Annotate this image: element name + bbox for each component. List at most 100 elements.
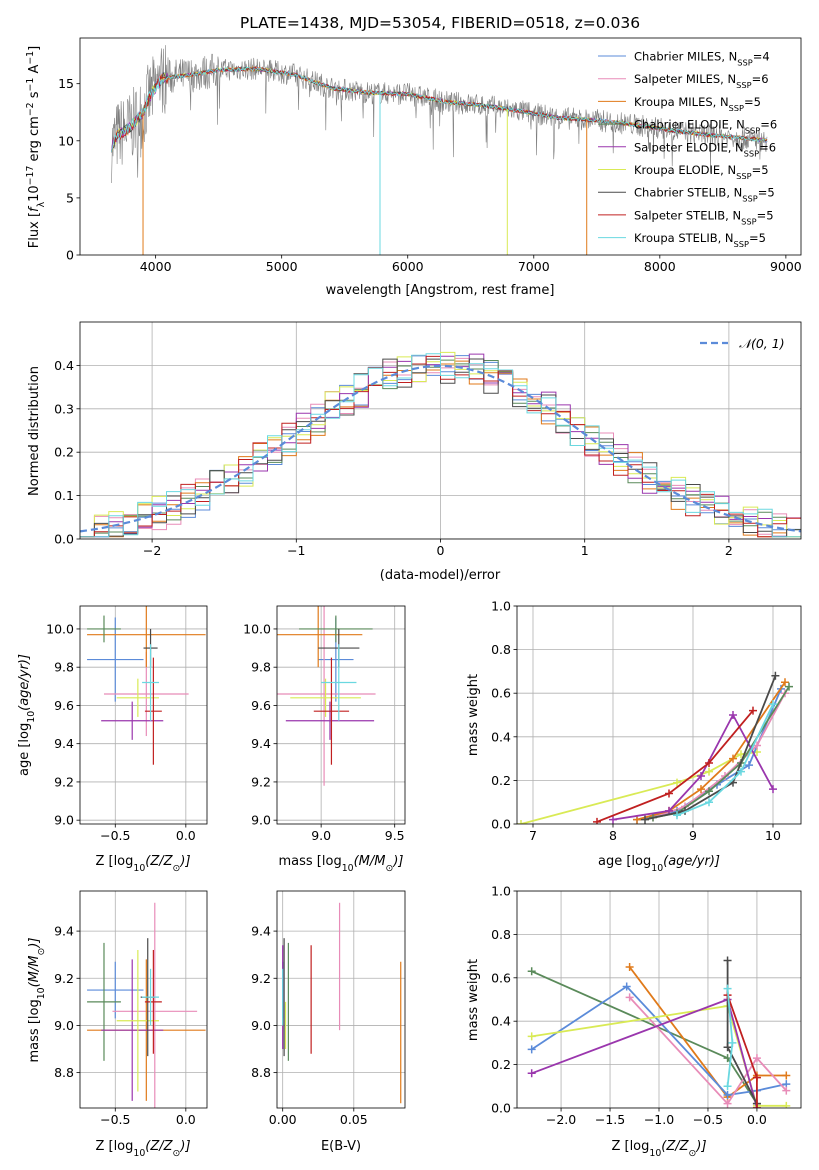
histogram-ytick-label: 0.2 xyxy=(54,445,74,460)
age_vs_mass-ytick-label: 9.4 xyxy=(251,736,271,751)
mass_vs_Z-x-axis-label: Z [log10(Z/Z⊙)] xyxy=(95,1139,190,1159)
spectrum-xtick-label: 9000 xyxy=(770,259,802,274)
age_vs_mass-plot-area xyxy=(277,606,405,824)
series-marker-kroupa-miles xyxy=(729,754,737,763)
mass-vs-metallicity-panel: −0.5 0.0 8.8 9.0 9.2 9.4 Z [log10(Z/Z⊙)] mass [… xyxy=(27,890,208,1159)
age_vs_mass-ytick-label: 9.8 xyxy=(251,660,271,675)
series-marker-chabrier-miles xyxy=(622,982,631,991)
series-marker-chabrier-stelib xyxy=(771,671,780,680)
mass_vs_EBV-ytick-label: 9.2 xyxy=(251,971,271,986)
weight_vs_age-xtick-label: 10 xyxy=(765,828,781,843)
series-marker-chabrier-stelib xyxy=(641,815,649,824)
age_vs_Z-grid xyxy=(80,606,207,824)
series-marker-salpeter-elodie xyxy=(769,785,777,794)
weight_vs_age-xtick-label: 8 xyxy=(609,828,617,843)
legend-label-salpeter-elodie: Salpeter ELODIE, NSSP=6 xyxy=(634,140,776,158)
weight_vs_age-x-axis-label: age [log10(age/yr)] xyxy=(598,854,720,874)
weight_vs_age-frame xyxy=(516,605,802,825)
weight_vs_age-ytick-label: 0.8 xyxy=(491,642,511,657)
age_vs_Z-ytick-label: 10.0 xyxy=(46,621,74,636)
spectrum-ytick-label: 10 xyxy=(58,133,74,148)
mass_vs_Z-ytick-label: 9.0 xyxy=(54,1018,74,1033)
age_vs_Z-ytick-label: 9.6 xyxy=(54,698,74,713)
series-marker-salpeter-stelib xyxy=(665,789,673,798)
age_vs_Z-plot-area xyxy=(80,606,207,824)
series-marker-salpeter-stelib xyxy=(593,817,601,824)
histogram-y-axis-label: Normed distribution xyxy=(27,366,42,496)
weight_vs_age-plot-area xyxy=(517,606,801,824)
series-line-chabrier-stelib xyxy=(644,675,777,821)
series-line-kroupa-stelib xyxy=(676,703,774,817)
age_vs_Z-ytick-label: 9.4 xyxy=(54,736,74,751)
series-marker-salpeter-miles xyxy=(782,1086,791,1095)
series-marker-chabrier-elodie xyxy=(527,967,536,976)
series-marker-salpeter-stelib xyxy=(752,1104,761,1108)
series-marker-kroupa-miles xyxy=(697,785,705,794)
age_vs_mass-grid xyxy=(277,606,405,824)
weight_vs_Z-xtick-label: −0.5 xyxy=(693,1112,723,1127)
mass_vs_Z-plot-area xyxy=(80,891,207,1108)
legend-label-salpeter-stelib: Salpeter STELIB, NSSP=5 xyxy=(634,208,774,226)
series-marker-kroupa-elodie xyxy=(527,1032,536,1041)
weight_vs_Z-ytick-label: 1.0 xyxy=(491,884,511,899)
series-marker-kroupa-elodie xyxy=(517,820,525,824)
series-marker-kroupa-elodie xyxy=(673,778,681,787)
series-marker-kroupa-stelib xyxy=(673,811,681,820)
series-marker-salpeter-miles xyxy=(723,1099,732,1108)
spectrum-y-axis-label: Flux [fλ10−17 erg cm−2 s−1 A−1] xyxy=(25,46,47,248)
age_vs_Z-frame xyxy=(79,605,208,825)
weight_vs_Z-ytick-label: 0.4 xyxy=(491,1014,511,1029)
age_vs_Z-data xyxy=(87,606,206,765)
series-marker-salpeter-miles xyxy=(625,993,634,1002)
mass-weight-vs-age-panel: 7 8 9 10 0.0 0.2 0.4 0.6 0.8 1.0 age [log10(age/yr… xyxy=(466,599,802,874)
spectrum-ytick-label: 15 xyxy=(58,76,74,91)
histogram-xtick-label: 2 xyxy=(725,543,733,558)
series-marker-salpeter-elodie xyxy=(729,711,737,719)
mass_vs_Z-ytick-label: 9.4 xyxy=(54,924,74,939)
series-marker-kroupa-stelib xyxy=(723,984,732,993)
weight_vs_Z-data xyxy=(527,956,791,1108)
age_vs_mass-frame xyxy=(276,605,406,825)
series-marker-chabrier-stelib xyxy=(723,956,732,965)
series-marker-kroupa-stelib xyxy=(723,1082,732,1091)
series-marker-chabrier-stelib xyxy=(723,1043,732,1052)
mass_vs_EBV-ytick-label: 9.0 xyxy=(251,1018,271,1033)
weight_vs_Z-xtick-label: −2.0 xyxy=(546,1112,576,1127)
histogram-ytick-label: 0.0 xyxy=(54,532,74,547)
weight_vs_Z-y-axis-label: mass weight xyxy=(466,959,481,1041)
weight_vs_Z-ytick-label: 0.0 xyxy=(491,1101,511,1116)
age_vs_mass-ytick-label: 9.6 xyxy=(251,698,271,713)
series-marker-kroupa-elodie xyxy=(782,1101,791,1108)
mass_vs_EBV-ytick-label: 9.4 xyxy=(251,924,271,939)
spectrum-xtick-label: 5000 xyxy=(266,259,298,274)
weight_vs_age-xtick-label: 9 xyxy=(689,828,697,843)
spectrum-frame xyxy=(79,37,802,256)
series-marker-salpeter-stelib xyxy=(752,1073,761,1082)
age_vs_Z-ytick-label: 9.0 xyxy=(54,813,74,828)
series-marker-kroupa-miles xyxy=(782,1071,791,1080)
series-marker-chabrier-elodie xyxy=(785,682,793,691)
weight_vs_age-ytick-label: 0.4 xyxy=(491,729,511,744)
mass_vs_Z-frame xyxy=(79,890,208,1109)
series-marker-salpeter-elodie xyxy=(527,1069,536,1078)
weight_vs_Z-x-axis-label: Z [log10(Z/Z⊙)] xyxy=(611,1139,706,1159)
weight_vs_Z-ytick-label: 0.2 xyxy=(491,1057,511,1072)
age_vs_Z-y-axis-label: age [log10(age/yr)] xyxy=(17,654,37,776)
weight_vs_Z-xtick-label: −1.0 xyxy=(644,1112,674,1127)
legend-label-chabrier-elodie: Chabrier ELODIE, NSSP=6 xyxy=(634,118,777,136)
series-marker-chabrier-miles xyxy=(723,1090,732,1099)
observed-spectrum-line xyxy=(111,45,768,184)
weight_vs_age-ytick-label: 1.0 xyxy=(491,599,511,614)
mass_vs_EBV-grid xyxy=(277,891,405,1108)
mass_vs_Z-xtick-label: −0.5 xyxy=(100,1112,130,1127)
mass_vs_EBV-x-axis-label: E(B-V) xyxy=(321,1139,361,1154)
histogram-xtick-label: 0 xyxy=(437,543,445,558)
series-marker-chabrier-miles xyxy=(527,1045,536,1054)
legend-label-kroupa-elodie: Kroupa ELODIE, NSSP=5 xyxy=(634,163,769,181)
legend-label-gaussian: 𝒩(0, 1) xyxy=(739,336,785,351)
series-marker-salpeter-stelib xyxy=(749,706,757,715)
mass_vs_Z-ytick-label: 9.2 xyxy=(54,971,74,986)
series-marker-kroupa-stelib xyxy=(728,1038,737,1047)
spectrum-xtick-label: 6000 xyxy=(392,259,424,274)
